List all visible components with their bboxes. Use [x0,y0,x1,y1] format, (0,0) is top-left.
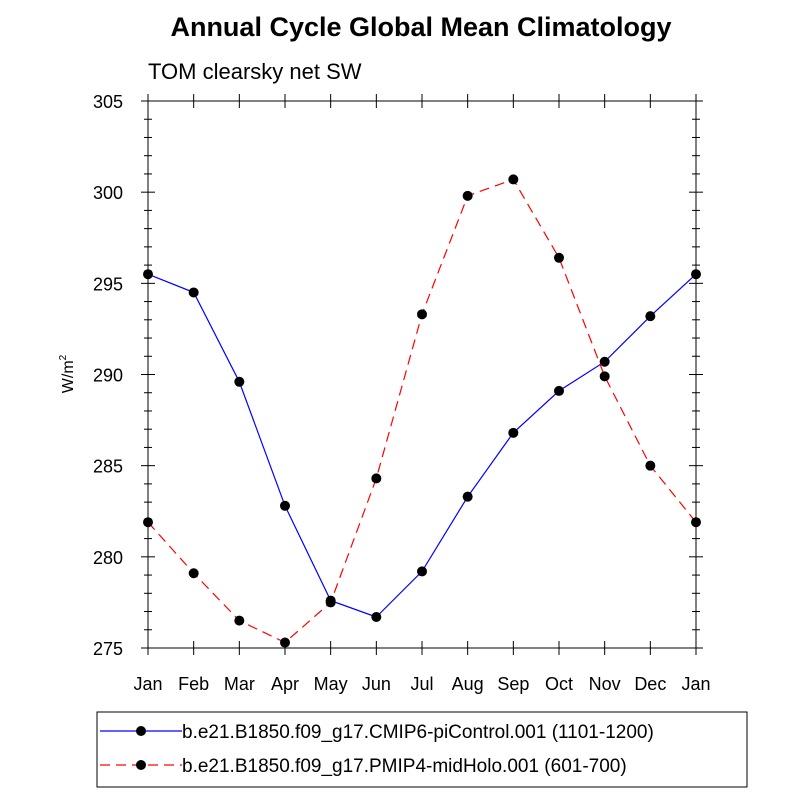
axes: 275 280 285 290 295 300 305 Jan Feb Mar Apr May Jun J… [93,92,711,694]
data-point [691,269,701,280]
data-point [691,517,701,528]
legend-marker [136,726,146,736]
data-point [599,371,610,382]
data-point [143,269,153,280]
series-layer [143,174,701,648]
y-tick-label: 280 [93,548,123,568]
x-tick-label: Feb [178,674,209,694]
legend-marker [136,760,146,770]
legend-label: b.e21.B1850.f09_g17.PMIP4-midHolo.001 (6… [182,756,627,777]
data-point [508,174,519,185]
data-point [554,252,564,263]
x-tick-label: Aug [452,674,484,694]
x-tick-label: Jun [362,674,391,694]
chart-title: Annual Cycle Global Mean Climatology [170,12,671,42]
series-2 [143,174,701,648]
x-tick-label: Dec [634,674,666,694]
y-tick-label: 300 [93,183,123,203]
data-point [234,615,245,626]
data-point [371,473,382,484]
x-tick-label: Sep [497,674,529,694]
data-point [188,568,199,579]
x-tick-label: Mar [224,674,255,694]
data-point [508,427,519,438]
data-point [280,637,290,648]
y-axis-label-superscript: 2 [58,354,69,360]
data-point [645,311,656,322]
data-point [462,190,473,201]
data-point [645,460,656,471]
x-tick-label: May [314,674,348,694]
data-point [188,287,199,298]
chart-subtitle: TOM clearsky net SW [148,59,362,84]
series-1 [143,269,701,623]
y-tick-label: 290 [93,366,123,386]
legend-box [96,711,748,788]
y-axis-label-unit: W/m [60,360,77,393]
data-point [371,612,382,623]
legend-entry-2: b.e21.B1850.f09_g17.PMIP4-midHolo.001 (6… [100,756,627,777]
data-point [599,356,610,367]
y-axis-label: W/m2 [58,354,77,393]
series-line [147,273,697,618]
x-tick-label: Jul [410,674,433,694]
legend-label: b.e21.B1850.f09_g17.CMIP6-piControl.001 … [182,722,654,743]
data-point [143,517,153,528]
data-point [554,385,564,396]
y-tick-label: 275 [93,639,123,659]
data-point [417,566,427,577]
y-tick-label: 295 [93,274,123,294]
legend-entry-1: b.e21.B1850.f09_g17.CMIP6-piControl.001 … [100,722,654,743]
x-tick-label: Jan [681,674,710,694]
x-tick-label: Jan [133,674,162,694]
legend: b.e21.B1850.f09_g17.CMIP6-piControl.001 … [96,711,748,788]
x-tick-label: Oct [545,674,573,694]
y-tick-label: 285 [93,457,123,477]
data-point [462,491,473,502]
data-point [234,376,245,387]
plot-frame [147,100,697,649]
x-tick-label: Nov [589,674,621,694]
data-point [280,500,290,511]
x-tick-label: Apr [271,674,299,694]
data-point [325,597,336,608]
y-tick-label: 305 [93,92,123,112]
data-point [417,309,427,320]
